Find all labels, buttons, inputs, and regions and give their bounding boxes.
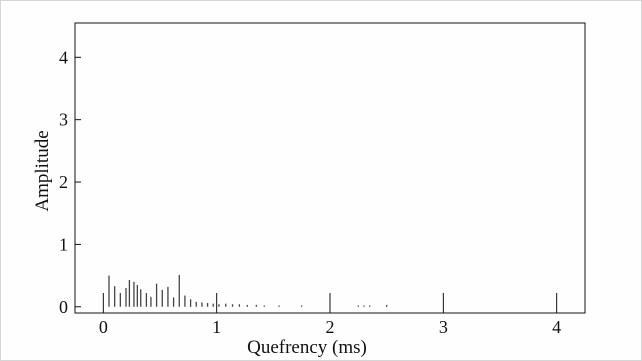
x-tick-label-4: 4 xyxy=(552,317,561,337)
y-tick-label-0: 0 xyxy=(59,297,68,317)
stem-series xyxy=(108,274,388,307)
x-tick-label-1: 1 xyxy=(212,317,221,337)
y-tick-label-3: 3 xyxy=(59,110,68,130)
x-tick-label-2: 2 xyxy=(326,317,335,337)
y-axis-label: Amplitude xyxy=(32,130,53,211)
x-tick-label-3: 3 xyxy=(439,317,448,337)
x-axis-label: Quefrency (ms) xyxy=(247,337,367,358)
y-axis-tick-labels: 0 1 2 3 4 xyxy=(59,47,68,316)
x-axis-ticks xyxy=(102,293,558,313)
y-axis-ticks xyxy=(75,56,81,308)
x-tick-label-0: 0 xyxy=(99,317,108,337)
y-tick-label-1: 1 xyxy=(59,234,68,254)
y-tick-label-2: 2 xyxy=(59,172,68,192)
plot-area-frame xyxy=(74,22,586,314)
y-tick-label-4: 4 xyxy=(59,47,68,67)
x-axis-tick-labels: 0 1 2 3 4 xyxy=(99,317,561,337)
